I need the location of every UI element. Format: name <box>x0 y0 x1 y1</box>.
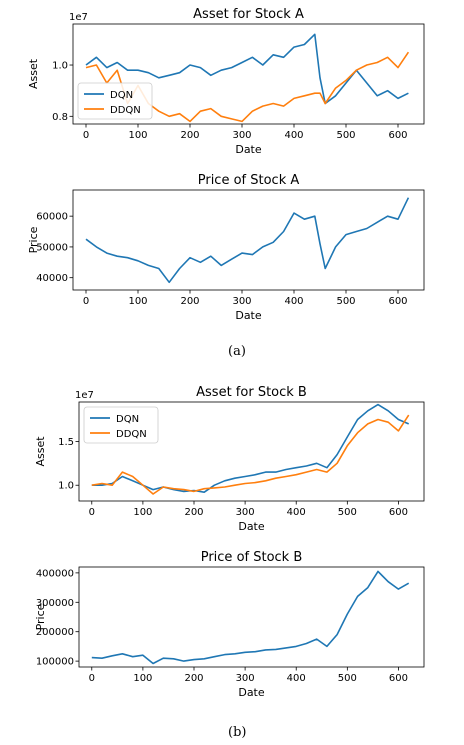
y-tick-label: 1.0 <box>52 61 68 72</box>
y-tick-label: 300000 <box>36 598 74 609</box>
chart-3: Asset for Stock B 0 100 200 300 400 500 600 1.0 1… <box>34 385 425 533</box>
y-tick-label: 1.5 <box>58 437 74 448</box>
x-tick-label: 600 <box>388 296 407 307</box>
x-tick-label: 400 <box>284 296 303 307</box>
x-tick-label: 500 <box>338 673 357 684</box>
x-tick-label: 600 <box>388 130 407 141</box>
y-tick-label: 400000 <box>36 568 74 579</box>
x-tick-label: 500 <box>336 130 355 141</box>
y-axis-label: Asset <box>34 436 47 467</box>
plot-frame <box>78 401 425 502</box>
x-tick-label: 500 <box>338 507 357 518</box>
x-axis-label: Date <box>238 686 265 699</box>
chart-title: Asset for Stock A <box>193 7 304 22</box>
legend: DQN DDQN <box>77 82 153 120</box>
legend-label-ddqn: DDQN <box>110 105 141 116</box>
x-tick-label: 400 <box>287 507 306 518</box>
x-tick-label: 300 <box>232 130 251 141</box>
legend-label-dqn: DQN <box>110 90 133 101</box>
y-axis-label: Price <box>34 603 47 630</box>
x-tick-label: 200 <box>184 507 203 518</box>
x-tick-label: 300 <box>232 296 251 307</box>
series-line-price <box>85 197 410 284</box>
y-tick-label: 1.0 <box>58 481 74 492</box>
x-tick-label: 500 <box>336 296 355 307</box>
series-line-price <box>91 570 410 665</box>
x-tick-label: 300 <box>236 673 255 684</box>
y-tick-label: 50000 <box>36 242 68 253</box>
x-tick-label: 0 <box>89 673 95 684</box>
y-axis-label: Asset <box>27 58 40 89</box>
x-tick-label: 0 <box>83 130 89 141</box>
x-tick-label: 100 <box>128 130 147 141</box>
x-tick-label: 600 <box>389 507 408 518</box>
chart-2: Price of Stock A 0 100 200 300 400 500 600 40000… <box>27 173 425 322</box>
y-tick-label: 100000 <box>36 657 74 668</box>
y-tick-label: 200000 <box>36 627 74 638</box>
x-tick-label: 400 <box>287 673 306 684</box>
offset-text: 1e7 <box>69 12 88 23</box>
chart-title: Price of Stock A <box>198 173 300 188</box>
offset-text: 1e7 <box>75 390 94 401</box>
legend-box <box>83 406 159 444</box>
plot-frame <box>72 23 425 125</box>
chart-title: Asset for Stock B <box>196 385 307 400</box>
x-tick-label: 200 <box>184 673 203 684</box>
x-tick-label: 300 <box>236 507 255 518</box>
x-tick-label: 100 <box>133 507 152 518</box>
x-tick-label: 400 <box>284 130 303 141</box>
legend: DQN DDQN <box>83 406 159 444</box>
legend-label-dqn: DQN <box>116 414 139 425</box>
series-line-ddqn <box>91 414 410 495</box>
legend-box <box>77 82 153 120</box>
x-tick-label: 600 <box>389 673 408 684</box>
plot-frame <box>72 189 425 291</box>
chart-4: Price of Stock B 0 100 200 300 400 500 600 10000… <box>34 550 425 699</box>
legend-label-ddqn: DDQN <box>116 429 147 440</box>
chart-1: Asset for Stock A 0 100 200 300 400 500 600 0.8 1… <box>27 7 425 156</box>
plot-frame <box>78 566 425 668</box>
y-tick-label: 40000 <box>36 273 68 284</box>
x-tick-label: 200 <box>180 296 199 307</box>
caption-a: (a) <box>228 344 246 359</box>
chart-title: Price of Stock B <box>201 550 303 565</box>
x-tick-label: 200 <box>180 130 199 141</box>
x-tick-label: 0 <box>83 296 89 307</box>
x-axis-label: Date <box>238 520 265 533</box>
x-axis-label: Date <box>235 143 262 156</box>
x-tick-label: 100 <box>133 673 152 684</box>
x-tick-label: 0 <box>89 507 95 518</box>
x-axis-label: Date <box>235 309 262 322</box>
y-axis-label: Price <box>27 226 40 253</box>
y-tick-label: 60000 <box>36 212 68 223</box>
x-tick-label: 100 <box>128 296 147 307</box>
y-tick-label: 0.8 <box>52 112 68 123</box>
caption-b: (b) <box>228 725 247 740</box>
